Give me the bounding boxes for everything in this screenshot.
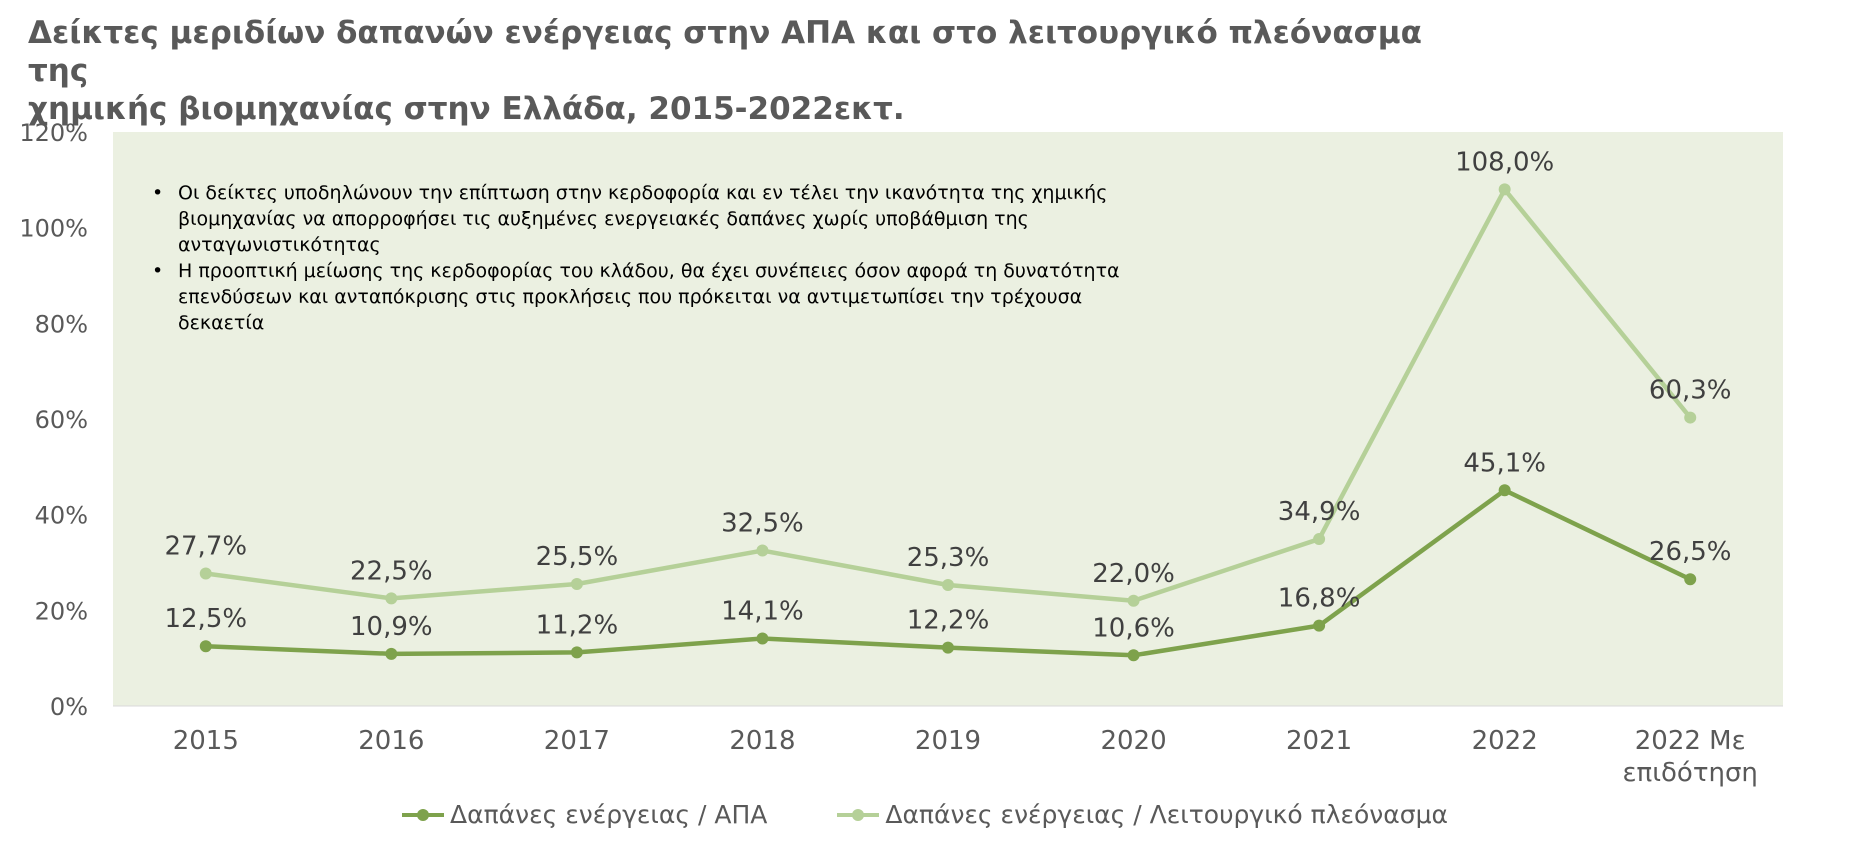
data-label: 27,7% — [164, 532, 247, 562]
data-point — [1498, 484, 1511, 497]
legend-line-marker-icon — [402, 808, 445, 821]
data-point — [1684, 573, 1697, 586]
legend-item-energy-surplus[interactable]: Δαπάνες ενέργειας / Λειτουργικό πλεόνασμ… — [837, 800, 1448, 829]
bullet-icon: • — [152, 260, 164, 282]
data-point — [199, 640, 212, 653]
data-label: 16,8% — [1278, 584, 1361, 614]
data-label: 60,3% — [1649, 376, 1732, 406]
data-label: 12,2% — [907, 606, 990, 636]
note-line: επενδύσεων και ανταπόκρισης στις προκλήσ… — [178, 286, 1083, 308]
x-tick-label: 2017 — [544, 726, 610, 756]
chart-title-line: χημικής βιομηχανίας στην Ελλάδα, 2015-20… — [28, 91, 905, 127]
data-point — [1313, 619, 1326, 632]
x-tick-label: 2018 — [729, 726, 795, 756]
x-tick-label: 2020 — [1100, 726, 1166, 756]
data-label: 10,6% — [1092, 613, 1175, 643]
data-label: 22,5% — [350, 556, 433, 586]
y-tick-label: 120% — [19, 119, 88, 147]
data-label: 108,0% — [1455, 147, 1554, 177]
x-tick-label: 2015 — [173, 726, 239, 756]
legend-label: Δαπάνες ενέργειας / ΑΠΑ — [450, 800, 768, 829]
data-label: 11,2% — [536, 610, 619, 640]
data-point — [385, 647, 398, 660]
note-line: Η προοπτική μείωσης της κερδοφορίας του … — [178, 260, 1120, 282]
data-label: 25,5% — [536, 542, 619, 572]
data-point — [1127, 594, 1140, 607]
y-tick-label: 20% — [35, 597, 88, 625]
chart-title: Δείκτες μεριδίων δαπανών ενέργειας στην … — [28, 14, 1428, 128]
y-tick-label: 0% — [50, 693, 88, 721]
data-point — [570, 578, 583, 591]
data-point — [1684, 411, 1697, 424]
x-tick-label: 2022 Με — [1635, 726, 1746, 756]
data-point — [942, 578, 954, 591]
data-point — [570, 646, 583, 659]
chart-title-line: Δείκτες μεριδίων δαπανών ενέργειας στην … — [28, 15, 1422, 89]
data-label: 25,3% — [907, 543, 990, 573]
x-tick-label: επιδότηση — [1623, 758, 1758, 788]
chart-legend: Δαπάνες ενέργειας / ΑΠΑ Δαπάνες ενέργεια… — [0, 800, 1850, 829]
data-label: 32,5% — [721, 509, 804, 539]
x-tick-label: 2021 — [1286, 726, 1352, 756]
data-label: 10,9% — [350, 612, 433, 642]
note-line: βιομηχανίας να απορροφήσει τις αυξημένες… — [178, 208, 1029, 230]
data-point — [1498, 183, 1511, 196]
bullet-icon: • — [152, 182, 164, 204]
plot-area — [113, 132, 1783, 706]
data-label: 45,1% — [1463, 448, 1546, 478]
note-line: Οι δείκτες υποδηλώνουν την επίπτωση στην… — [178, 182, 1108, 204]
note-line: ανταγωνιστικότητας — [178, 234, 381, 256]
data-label: 14,1% — [721, 597, 804, 627]
data-point — [385, 592, 398, 605]
data-point — [942, 641, 954, 654]
data-label: 12,5% — [164, 604, 247, 634]
data-point — [1127, 649, 1140, 662]
data-point — [199, 567, 212, 580]
data-label: 22,0% — [1092, 559, 1175, 589]
data-label: 26,5% — [1649, 537, 1732, 567]
data-point — [756, 632, 769, 645]
legend-label: Δαπάνες ενέργειας / Λειτουργικό πλεόνασμ… — [885, 800, 1448, 829]
data-point — [1313, 533, 1326, 546]
y-tick-label: 100% — [19, 215, 88, 243]
note-item: • Η προοπτική μείωσης της κερδοφορίας το… — [150, 258, 1150, 336]
data-point — [756, 544, 769, 557]
x-tick-label: 2022 — [1472, 726, 1538, 756]
y-tick-label: 40% — [35, 502, 88, 530]
note-line: δεκαετία — [178, 312, 265, 334]
y-tick-label: 60% — [35, 406, 88, 434]
chart-notes: • Οι δείκτες υποδηλώνουν την επίπτωση στ… — [150, 180, 1150, 336]
x-tick-label: 2019 — [915, 726, 981, 756]
legend-item-energy-gva[interactable]: Δαπάνες ενέργειας / ΑΠΑ — [402, 800, 767, 829]
x-tick-label: 2016 — [358, 726, 424, 756]
legend-line-marker-icon — [837, 808, 880, 821]
y-tick-label: 80% — [35, 310, 88, 338]
data-label: 34,9% — [1278, 497, 1361, 527]
note-item: • Οι δείκτες υποδηλώνουν την επίπτωση στ… — [150, 180, 1150, 258]
